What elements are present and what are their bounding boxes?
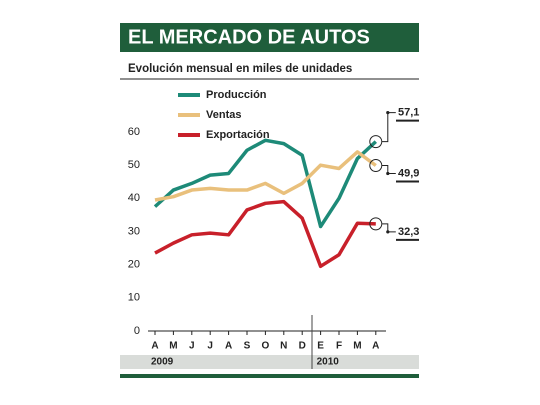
y-tick-label: 60 <box>128 126 140 138</box>
leader-line <box>381 164 396 174</box>
y-tick-label: 30 <box>128 225 140 237</box>
leader-line <box>381 223 396 233</box>
leader-dot <box>386 230 390 234</box>
chart-subtitle: Evolución mensual en miles de unidades <box>128 63 352 75</box>
value-label: 49,9 <box>398 167 419 179</box>
title-banner <box>120 23 419 52</box>
x-tick-label: A <box>225 341 232 352</box>
y-tick-label: 0 <box>134 325 140 337</box>
series-line <box>153 138 377 229</box>
leader-dot <box>386 171 390 176</box>
x-tick-label: E <box>317 341 324 352</box>
y-tick-label: 10 <box>128 292 140 304</box>
x-tick-label: S <box>244 341 251 352</box>
x-tick-label: J <box>189 341 195 352</box>
value-label: 32,3 <box>398 226 419 238</box>
x-tick-label: J <box>207 341 213 352</box>
value-label: 57,1 <box>398 107 419 119</box>
leader-line <box>381 112 396 143</box>
x-tick-label: M <box>353 341 361 352</box>
series-line <box>154 150 377 202</box>
y-tick-label: 40 <box>128 192 140 204</box>
x-tick-label: M <box>169 341 177 352</box>
x-tick-label: F <box>336 341 342 352</box>
year-label: 2010 <box>317 357 340 368</box>
year-label: 2009 <box>151 357 174 368</box>
x-tick-label: O <box>262 341 270 352</box>
series-line <box>154 199 376 269</box>
year-band <box>120 355 419 369</box>
x-tick-label: A <box>151 341 158 352</box>
x-tick-label: N <box>280 341 287 352</box>
y-tick-label: 50 <box>128 159 140 171</box>
leader-dot <box>386 111 390 115</box>
legend-label: Ventas <box>206 109 241 121</box>
x-tick-label: D <box>299 341 306 352</box>
legend-label: Exportación <box>206 129 270 141</box>
chart-title: EL MERCADO DE AUTOS <box>128 26 370 48</box>
y-tick-label: 20 <box>128 259 140 271</box>
x-tick-label: A <box>372 341 379 352</box>
legend-label: Producción <box>206 89 267 101</box>
